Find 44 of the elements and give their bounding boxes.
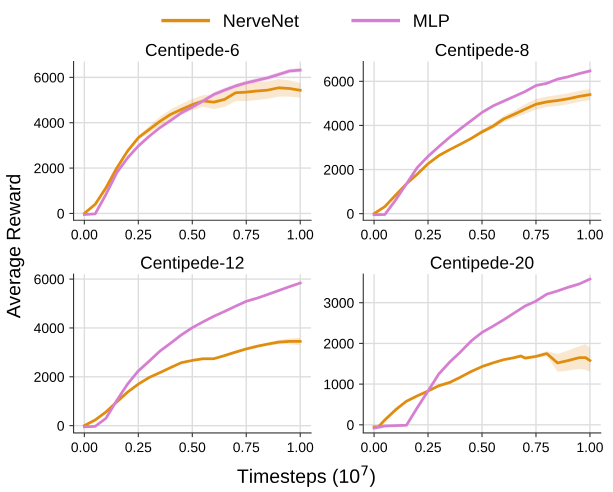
x-tick-label: 1.00 [288, 442, 314, 452]
x-tick-label: 0.75 [523, 230, 549, 240]
y-tick-label: 4000 [34, 118, 64, 128]
x-tick-label: 0.75 [523, 442, 549, 452]
y-tick-label: 0 [347, 208, 354, 219]
x-tick-label: 0.25 [415, 230, 441, 240]
chart-title: Centipede-20 [430, 256, 534, 272]
y-tick-label: 2000 [324, 338, 354, 349]
y-tick-label: 3000 [324, 298, 354, 308]
x-tick-label: 1.00 [577, 230, 603, 240]
y-tick-label: 0 [57, 208, 64, 219]
x-tick-label: 0.75 [233, 230, 260, 240]
x-tick-label: 1.00 [577, 442, 603, 452]
x-tick-label: 0.00 [361, 230, 388, 240]
chart-title: Centipede-8 [436, 43, 529, 60]
x-tick-label: 0.50 [179, 442, 206, 452]
legend-label: MLP [414, 14, 449, 27]
y-tick-label: 0 [57, 420, 64, 431]
y-tick-label: 6000 [34, 72, 64, 83]
x-tick-label: 0.25 [125, 442, 152, 452]
y-tick-label: 4000 [34, 323, 64, 334]
y-tick-label: 2000 [324, 164, 354, 175]
y-tick-label: 6000 [34, 274, 64, 284]
y-tick-label: 1000 [324, 379, 354, 390]
x-tick-label: 0.50 [179, 230, 206, 240]
y-axis-title: Average Reward [6, 175, 24, 318]
x-tick-label: 0.75 [233, 442, 260, 452]
x-tick-label: 0.25 [415, 442, 441, 452]
legend-label: NerveNet [224, 14, 299, 28]
x-tick-label: 0.00 [71, 442, 98, 452]
y-tick-label: 2000 [34, 372, 64, 382]
y-tick-label: 2000 [34, 163, 64, 174]
chart-title: Centipede-6 [146, 43, 239, 60]
y-tick-label: 6000 [324, 76, 354, 87]
x-tick-label: 1.00 [288, 230, 314, 240]
x-tick-label: 0.25 [125, 230, 152, 240]
x-tick-label: 0.00 [71, 230, 98, 240]
x-axis-title: Timesteps (10$^{7}$) [237, 465, 375, 487]
x-tick-label: 0.00 [361, 442, 388, 452]
y-tick-label: 0 [347, 420, 354, 430]
x-tick-label: 0.50 [469, 442, 495, 452]
x-tick-label: 0.50 [469, 230, 495, 240]
chart-title: Centipede-12 [141, 256, 244, 272]
y-tick-label: 4000 [324, 120, 354, 131]
